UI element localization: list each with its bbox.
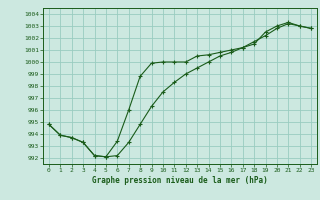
X-axis label: Graphe pression niveau de la mer (hPa): Graphe pression niveau de la mer (hPa) xyxy=(92,176,268,185)
